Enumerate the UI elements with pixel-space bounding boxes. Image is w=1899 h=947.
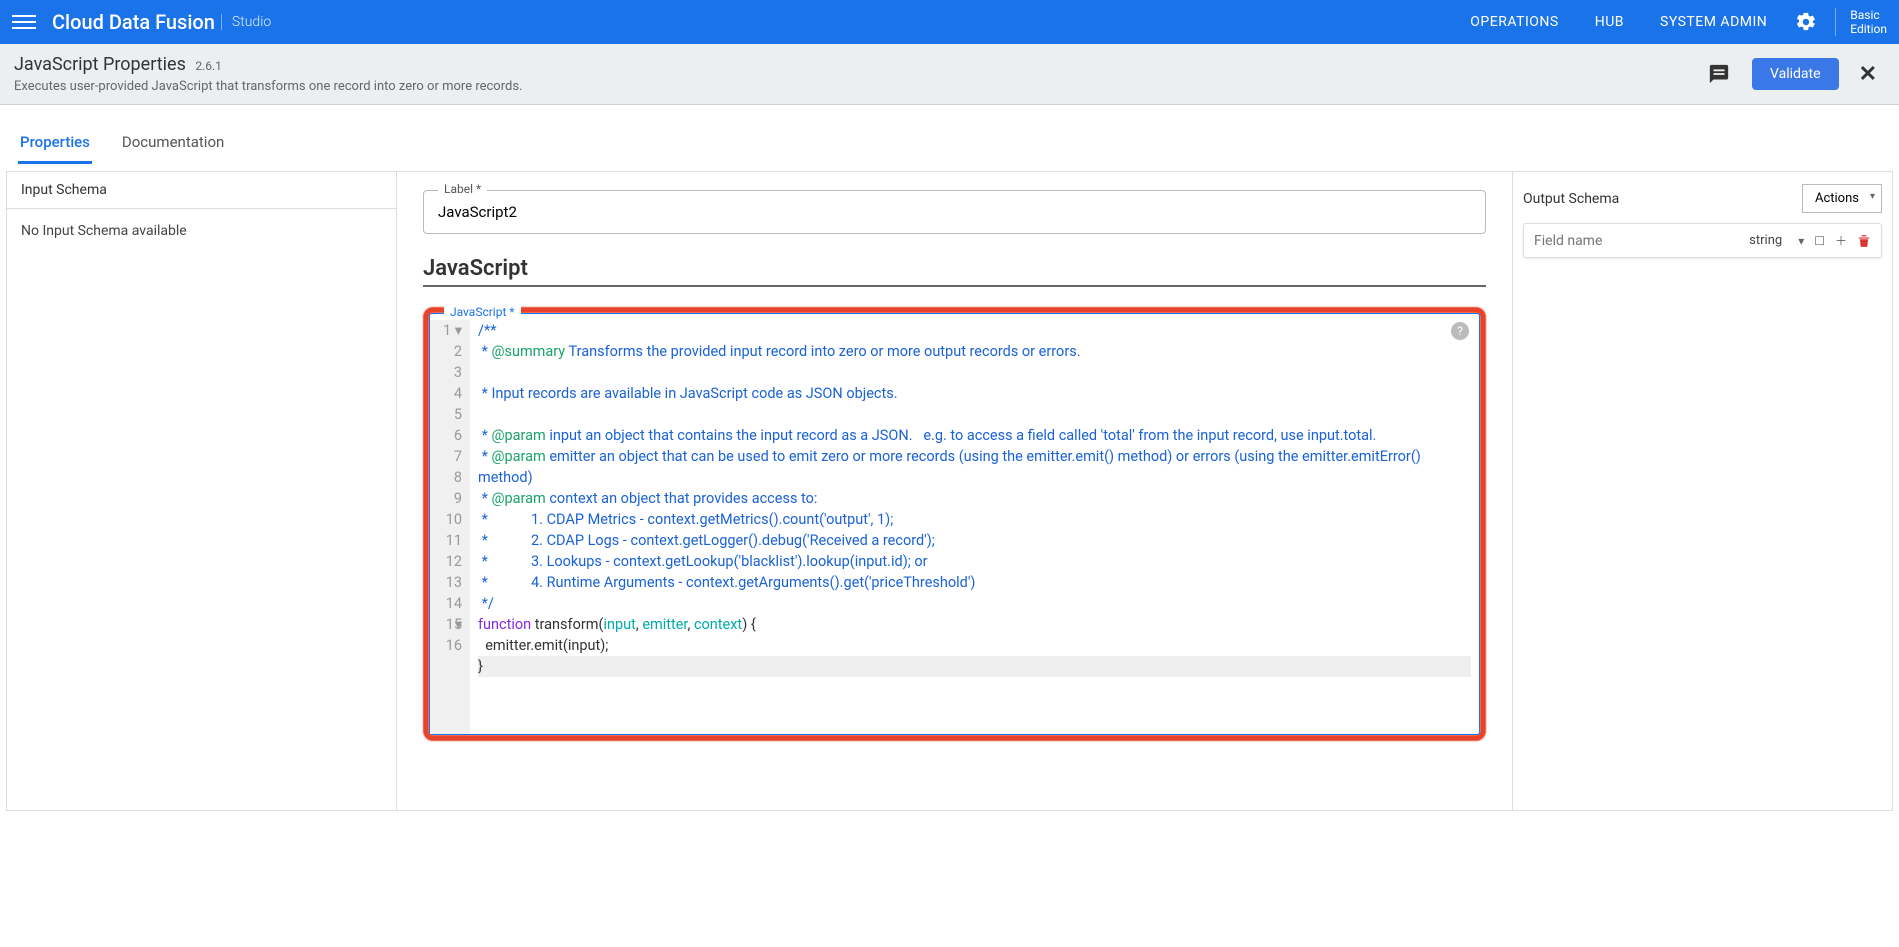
- close-icon[interactable]: ✕: [1851, 62, 1885, 87]
- plugin-version: 2.6.1: [195, 59, 222, 73]
- input-schema-panel: Input Schema No Input Schema available: [7, 172, 397, 810]
- nav-hub[interactable]: HUB: [1577, 14, 1642, 30]
- plugin-title: JavaScript Properties: [14, 54, 186, 75]
- help-icon[interactable]: ?: [1451, 322, 1469, 340]
- tab-documentation[interactable]: Documentation: [120, 123, 226, 164]
- main-panel: Input Schema No Input Schema available L…: [6, 171, 1893, 811]
- schema-row: string ▾ ☐ ＋: [1523, 223, 1882, 258]
- output-schema-panel: Output Schema Actions string ▾ ☐ ＋: [1512, 172, 1892, 810]
- code-field-label: JavaScript *: [444, 305, 521, 319]
- add-field-icon[interactable]: ＋: [1835, 232, 1847, 249]
- input-schema-empty: No Input Schema available: [7, 209, 396, 253]
- properties-header: JavaScript Properties 2.6.1 Executes use…: [0, 44, 1899, 105]
- edition-line1: Basic: [1850, 8, 1887, 22]
- field-name-input[interactable]: [1534, 233, 1739, 249]
- nullable-checkbox-icon[interactable]: ☐: [1814, 234, 1825, 248]
- code-content[interactable]: /** * @summary Transforms the provided i…: [470, 320, 1479, 734]
- line-gutter: 1 ▾234567891011121314 ▾1516: [430, 320, 470, 734]
- code-editor-highlight: JavaScript * ? 1 ▾234567891011121314 ▾15…: [423, 307, 1486, 741]
- nav-system-admin[interactable]: SYSTEM ADMIN: [1642, 14, 1785, 30]
- label-field: Label *: [423, 190, 1486, 234]
- javascript-code-field: JavaScript * ? 1 ▾234567891011121314 ▾15…: [429, 313, 1480, 735]
- chevron-down-icon[interactable]: ▾: [1798, 234, 1804, 248]
- code-editor[interactable]: 1 ▾234567891011121314 ▾1516 /** * @summa…: [430, 314, 1479, 734]
- plugin-description: Executes user-provided JavaScript that t…: [14, 79, 1698, 94]
- brand-subtitle: Studio: [221, 14, 271, 30]
- label-input[interactable]: [438, 203, 1471, 221]
- tab-properties[interactable]: Properties: [18, 123, 92, 164]
- field-type[interactable]: string: [1749, 233, 1782, 248]
- nav-operations[interactable]: OPERATIONS: [1452, 14, 1576, 30]
- comment-icon[interactable]: [1708, 63, 1730, 85]
- hamburger-icon[interactable]: [12, 10, 36, 34]
- input-schema-header: Input Schema: [7, 172, 396, 209]
- properties-form: Label * JavaScript JavaScript * ? 1 ▾234…: [397, 172, 1512, 810]
- brand-title: Cloud Data Fusion: [52, 10, 215, 34]
- settings-gear-icon[interactable]: [1795, 11, 1817, 33]
- label-field-label: Label *: [438, 182, 487, 196]
- trash-icon[interactable]: [1857, 233, 1871, 249]
- tabs: Properties Documentation: [0, 123, 1899, 165]
- output-actions-dropdown[interactable]: Actions: [1802, 184, 1882, 213]
- section-title: JavaScript: [423, 256, 1486, 281]
- output-schema-header: Output Schema: [1523, 191, 1619, 207]
- section-rule: [423, 285, 1486, 287]
- top-bar: Cloud Data Fusion Studio OPERATIONS HUB …: [0, 0, 1899, 44]
- edition-line2: Edition: [1850, 22, 1887, 36]
- validate-button[interactable]: Validate: [1752, 58, 1839, 90]
- edition-badge: Basic Edition: [1835, 8, 1887, 37]
